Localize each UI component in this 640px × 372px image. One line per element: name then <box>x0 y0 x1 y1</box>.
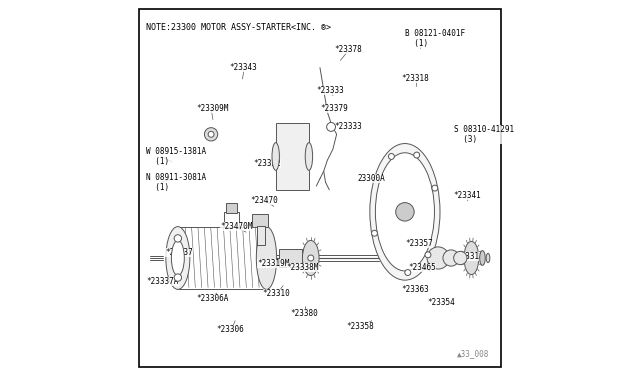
Circle shape <box>208 131 214 137</box>
Text: *23318: *23318 <box>456 251 484 261</box>
Circle shape <box>174 274 182 281</box>
Ellipse shape <box>486 253 490 263</box>
Text: *23341: *23341 <box>454 191 481 200</box>
Text: *23380: *23380 <box>291 309 318 318</box>
Text: N 08911-3081A
  (1): N 08911-3081A (1) <box>147 173 207 192</box>
Ellipse shape <box>256 227 276 289</box>
Ellipse shape <box>464 241 479 275</box>
Text: *23378: *23378 <box>335 45 362 54</box>
Text: *23306A: *23306A <box>196 294 228 303</box>
Text: *23319M: *23319M <box>257 259 290 268</box>
Ellipse shape <box>272 142 280 170</box>
Text: ▲33_008: ▲33_008 <box>458 350 490 359</box>
Ellipse shape <box>172 240 184 276</box>
Text: S 08310-41291
  (3): S 08310-41291 (3) <box>454 125 514 144</box>
Text: *23379: *23379 <box>320 104 348 113</box>
Text: *23354: *23354 <box>427 298 455 307</box>
Bar <box>257 226 264 245</box>
Circle shape <box>174 235 182 242</box>
Text: *23357: *23357 <box>405 239 433 248</box>
Text: *23337A: *23337A <box>147 278 179 286</box>
Text: *23337: *23337 <box>165 248 193 257</box>
Circle shape <box>443 250 459 266</box>
Circle shape <box>405 270 411 276</box>
Text: *23470: *23470 <box>250 196 278 205</box>
Text: *23465: *23465 <box>408 263 436 272</box>
Text: *23310: *23310 <box>263 289 291 298</box>
Ellipse shape <box>370 144 440 280</box>
Text: *23306: *23306 <box>216 326 244 334</box>
Circle shape <box>388 154 394 160</box>
Text: *23318: *23318 <box>401 74 429 83</box>
Ellipse shape <box>376 153 435 271</box>
Bar <box>252 214 268 227</box>
Text: *23358: *23358 <box>346 322 374 331</box>
Text: NOTE:23300 MOTOR ASSY-STARTER<INC. ®>: NOTE:23300 MOTOR ASSY-STARTER<INC. ®> <box>147 23 332 32</box>
Ellipse shape <box>480 251 485 265</box>
Text: *23322: *23322 <box>253 159 282 169</box>
Circle shape <box>413 152 420 158</box>
Bar <box>226 203 237 212</box>
Circle shape <box>326 122 335 131</box>
Text: *23333: *23333 <box>316 86 344 94</box>
Circle shape <box>427 247 449 269</box>
Bar <box>280 249 301 267</box>
Text: W 08915-1381A
  (1): W 08915-1381A (1) <box>147 147 207 166</box>
Ellipse shape <box>303 240 319 276</box>
Text: B 08121-0401F
  (1): B 08121-0401F (1) <box>405 29 465 48</box>
Circle shape <box>425 252 431 258</box>
Bar <box>276 123 309 190</box>
Text: *23363: *23363 <box>401 285 429 294</box>
Circle shape <box>454 251 467 264</box>
Text: *23309M: *23309M <box>196 104 228 113</box>
Ellipse shape <box>305 142 312 170</box>
FancyBboxPatch shape <box>139 9 501 367</box>
Circle shape <box>432 185 438 191</box>
Circle shape <box>308 255 314 261</box>
Circle shape <box>396 203 414 221</box>
Circle shape <box>372 230 378 236</box>
Text: *23343: *23343 <box>230 63 257 72</box>
Text: 23300A: 23300A <box>358 174 385 183</box>
Text: *23333: *23333 <box>335 122 362 131</box>
Text: *23470M: *23470M <box>220 222 253 231</box>
Text: *23338M: *23338M <box>287 263 319 272</box>
Circle shape <box>204 128 218 141</box>
Ellipse shape <box>166 227 190 289</box>
